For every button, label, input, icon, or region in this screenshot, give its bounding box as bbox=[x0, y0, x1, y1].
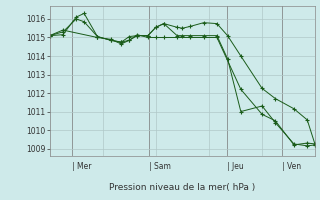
Text: | Jeu: | Jeu bbox=[227, 162, 244, 171]
Text: Pression niveau de la mer( hPa ): Pression niveau de la mer( hPa ) bbox=[109, 183, 256, 192]
Text: | Mer: | Mer bbox=[72, 162, 91, 171]
Text: | Sam: | Sam bbox=[149, 162, 171, 171]
Text: | Ven: | Ven bbox=[282, 162, 301, 171]
